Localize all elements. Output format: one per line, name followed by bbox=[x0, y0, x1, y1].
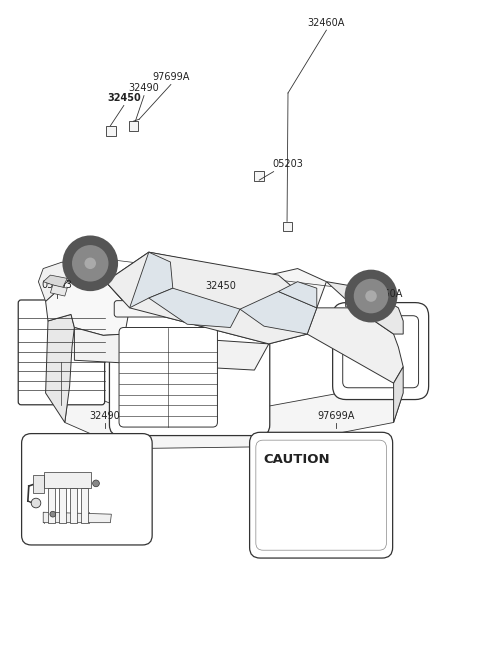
Text: 97699A: 97699A bbox=[152, 72, 190, 82]
Circle shape bbox=[50, 512, 56, 517]
Circle shape bbox=[72, 245, 108, 282]
FancyBboxPatch shape bbox=[119, 328, 217, 427]
Polygon shape bbox=[278, 282, 317, 308]
Text: 32490: 32490 bbox=[129, 83, 159, 93]
Polygon shape bbox=[44, 472, 91, 488]
Text: 32450: 32450 bbox=[107, 93, 141, 103]
Text: 32450: 32450 bbox=[205, 281, 236, 291]
Polygon shape bbox=[38, 262, 74, 301]
Text: 05203: 05203 bbox=[273, 159, 303, 169]
Polygon shape bbox=[307, 308, 403, 383]
FancyBboxPatch shape bbox=[18, 300, 105, 405]
FancyBboxPatch shape bbox=[109, 298, 270, 436]
Polygon shape bbox=[65, 383, 403, 449]
Polygon shape bbox=[33, 475, 44, 493]
Polygon shape bbox=[67, 270, 106, 282]
Polygon shape bbox=[346, 278, 395, 318]
Polygon shape bbox=[43, 275, 67, 288]
Bar bbox=[129, 121, 138, 131]
Circle shape bbox=[31, 498, 41, 508]
Text: CAUTION: CAUTION bbox=[263, 453, 330, 466]
FancyBboxPatch shape bbox=[22, 434, 152, 545]
Bar bbox=[283, 222, 292, 231]
Polygon shape bbox=[106, 252, 326, 344]
FancyBboxPatch shape bbox=[256, 440, 386, 550]
Polygon shape bbox=[81, 488, 88, 523]
Polygon shape bbox=[48, 488, 55, 523]
Circle shape bbox=[62, 235, 118, 291]
Text: 97699A: 97699A bbox=[317, 411, 355, 421]
Polygon shape bbox=[106, 252, 317, 344]
Text: 32460A: 32460A bbox=[308, 18, 345, 28]
Polygon shape bbox=[240, 291, 317, 334]
Polygon shape bbox=[59, 488, 66, 523]
Polygon shape bbox=[130, 252, 173, 308]
Circle shape bbox=[93, 480, 99, 487]
Bar bbox=[254, 171, 264, 181]
Text: 32490: 32490 bbox=[89, 411, 120, 421]
Polygon shape bbox=[67, 250, 110, 282]
FancyBboxPatch shape bbox=[114, 301, 265, 317]
Polygon shape bbox=[46, 314, 74, 422]
Text: 32460A: 32460A bbox=[365, 290, 403, 299]
Polygon shape bbox=[394, 367, 403, 422]
Circle shape bbox=[365, 290, 377, 302]
Polygon shape bbox=[70, 488, 77, 523]
Circle shape bbox=[345, 270, 397, 322]
FancyBboxPatch shape bbox=[333, 303, 429, 400]
FancyBboxPatch shape bbox=[250, 432, 393, 558]
Polygon shape bbox=[326, 282, 403, 334]
Circle shape bbox=[354, 279, 388, 313]
Polygon shape bbox=[74, 328, 269, 370]
Bar bbox=[106, 126, 116, 136]
Circle shape bbox=[84, 257, 96, 269]
Polygon shape bbox=[43, 512, 111, 523]
Text: 05203: 05203 bbox=[41, 280, 72, 290]
Polygon shape bbox=[50, 285, 67, 296]
Polygon shape bbox=[46, 282, 130, 335]
Polygon shape bbox=[149, 288, 240, 328]
FancyBboxPatch shape bbox=[343, 316, 419, 388]
